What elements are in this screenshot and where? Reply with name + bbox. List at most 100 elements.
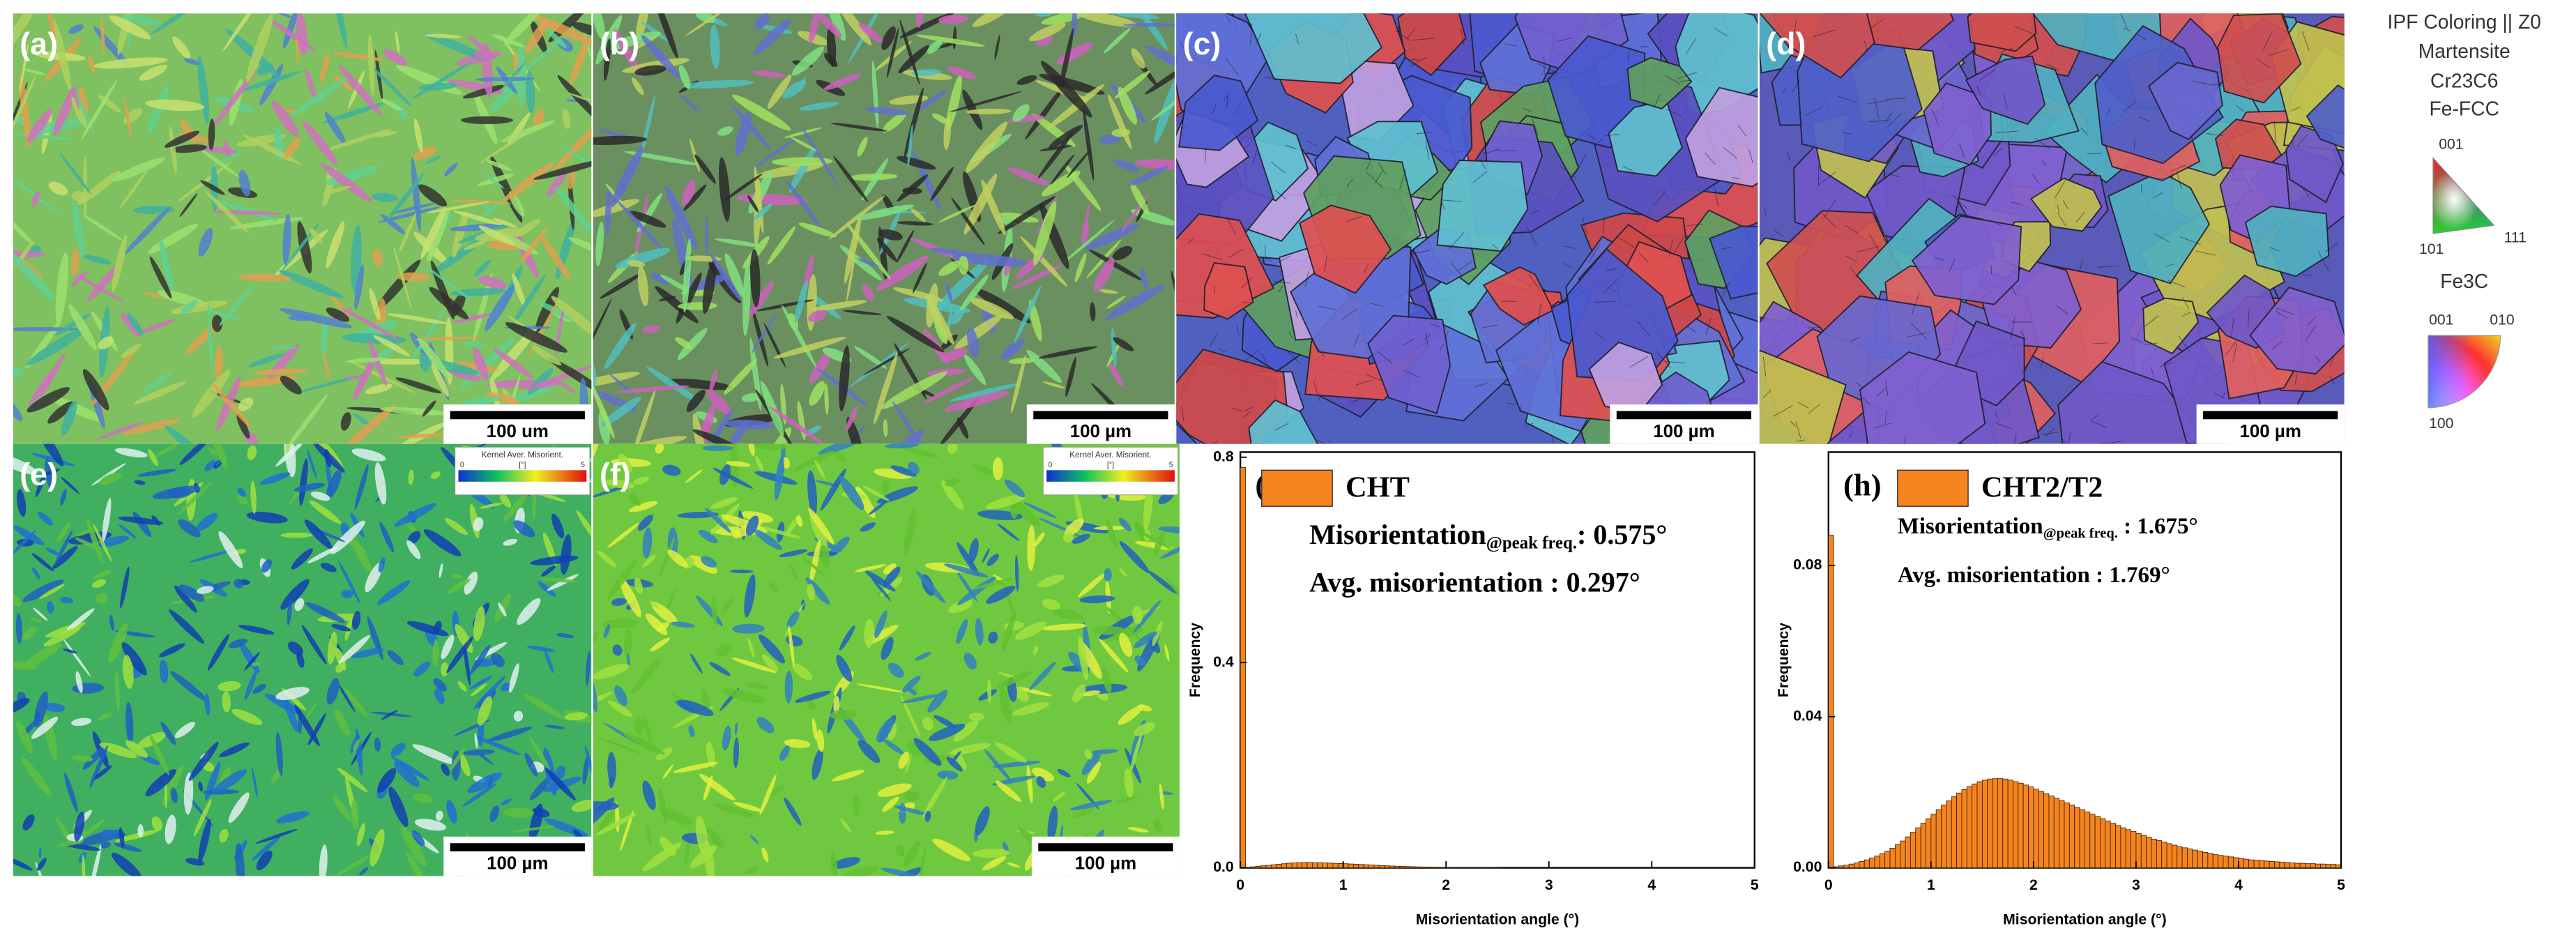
lath — [782, 80, 807, 99]
lath — [1088, 249, 1143, 281]
lath — [86, 518, 103, 563]
kam-colorbar — [458, 470, 587, 482]
lath — [712, 803, 756, 817]
sub-boundary — [2262, 32, 2272, 50]
sub-boundary — [1912, 292, 1920, 314]
kam-legend-title: Kernel Aver. Misorient. — [482, 450, 564, 459]
lath — [310, 228, 323, 244]
sub-boundary — [1797, 402, 1809, 409]
lath — [893, 287, 943, 302]
lath — [809, 381, 825, 406]
lath — [564, 712, 588, 721]
lath — [922, 777, 948, 818]
lath — [236, 494, 248, 505]
lath — [47, 401, 74, 424]
lath — [938, 204, 976, 223]
lath — [1072, 684, 1086, 703]
sub-boundary — [1721, 282, 1730, 298]
lath — [68, 24, 84, 34]
lath — [624, 629, 632, 658]
lath — [196, 146, 241, 178]
lath — [836, 655, 853, 682]
lath — [1035, 13, 1055, 17]
histogram-bar — [2022, 784, 2029, 869]
lath — [97, 535, 130, 547]
lath — [372, 130, 398, 137]
lath — [340, 412, 351, 431]
panel-label: (a) — [20, 26, 58, 61]
lath — [853, 795, 860, 817]
lath — [22, 626, 37, 641]
histogram-bar — [2212, 854, 2218, 869]
lath — [1014, 554, 1019, 592]
sub-boundary — [1210, 333, 1217, 347]
lath — [1010, 354, 1026, 413]
lath — [933, 715, 957, 729]
sub-boundary — [1228, 248, 1244, 259]
sub-boundary — [1406, 28, 1416, 40]
histogram-bar — [2181, 847, 2188, 869]
lath — [310, 492, 330, 501]
lath — [413, 661, 431, 677]
sub-boundary — [1537, 303, 1541, 324]
lath — [59, 152, 91, 195]
lath — [780, 383, 786, 425]
lath — [244, 651, 260, 671]
lath — [696, 816, 708, 855]
lath — [93, 570, 112, 579]
lath — [152, 485, 201, 499]
lath — [304, 703, 317, 721]
lath — [459, 396, 501, 407]
histogram-bar — [2289, 863, 2296, 869]
sub-boundary — [2160, 361, 2173, 367]
lath — [1127, 166, 1169, 186]
lath — [287, 599, 292, 626]
lath — [467, 773, 503, 793]
lath — [272, 13, 293, 19]
lath — [255, 828, 298, 844]
lath — [396, 272, 430, 282]
lath — [381, 710, 398, 720]
sub-boundary — [1271, 162, 1286, 174]
lath — [643, 715, 652, 742]
lath — [678, 65, 691, 90]
lath — [413, 336, 480, 341]
lath — [904, 298, 971, 313]
histogram-bar — [1384, 865, 1390, 869]
lath — [690, 653, 703, 674]
lath — [922, 717, 933, 731]
histogram-bar — [2053, 798, 2060, 869]
sub-boundary — [1787, 151, 1790, 162]
lath — [915, 570, 945, 604]
lath — [294, 483, 326, 492]
histogram-bar — [2084, 811, 2091, 869]
lath — [372, 66, 412, 107]
histogram-bar — [2100, 818, 2106, 869]
histogram-bar — [1337, 863, 1344, 869]
lath — [294, 704, 320, 747]
lath — [947, 66, 977, 79]
grain — [1911, 215, 2022, 305]
lath — [251, 837, 280, 861]
lath — [711, 596, 717, 625]
lath — [972, 13, 1013, 27]
scale-bar-label: 100 µm — [1653, 422, 1714, 441]
lath — [788, 625, 795, 667]
lath — [918, 843, 927, 876]
sub-boundary — [1530, 115, 1539, 136]
lath — [470, 683, 487, 697]
lath — [678, 94, 700, 112]
lath — [667, 549, 688, 568]
lath — [498, 602, 507, 617]
sub-boundary — [1841, 131, 1852, 135]
lath — [137, 824, 144, 838]
lath — [670, 621, 695, 628]
histogram-bar — [1286, 863, 1293, 869]
lath — [994, 34, 1000, 61]
lath — [55, 252, 69, 325]
lath — [794, 280, 808, 324]
lath — [769, 407, 828, 444]
sub-boundary — [1653, 190, 1667, 206]
lath — [142, 372, 172, 393]
